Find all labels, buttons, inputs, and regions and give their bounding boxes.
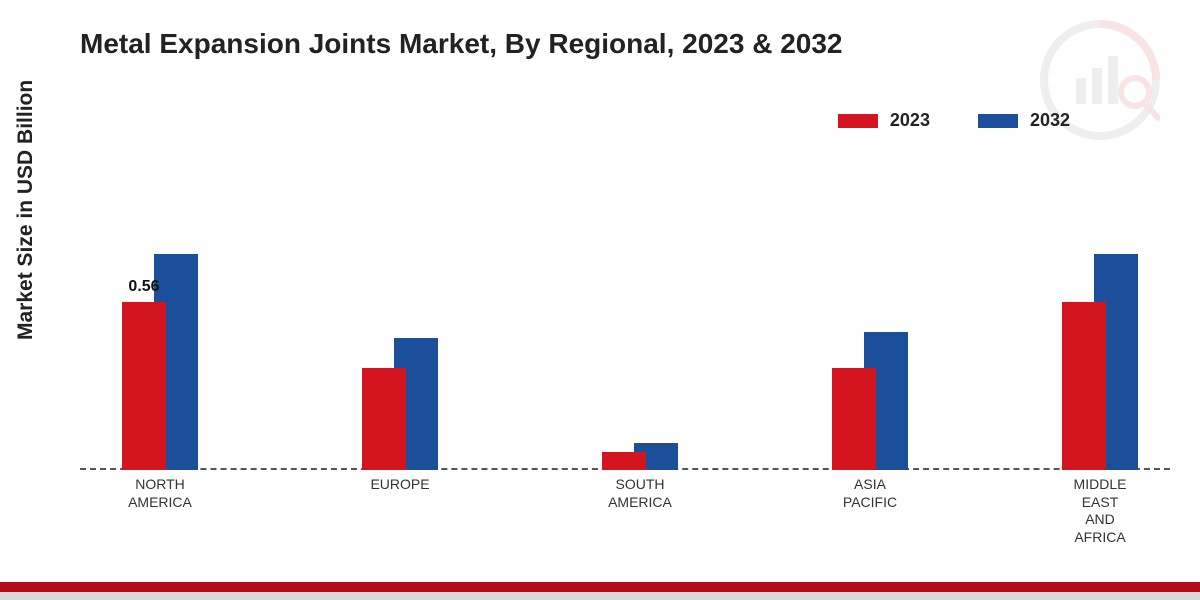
bar-group	[330, 338, 470, 470]
bar-2023	[1062, 302, 1106, 470]
chart-title: Metal Expansion Joints Market, By Region…	[80, 28, 843, 60]
chart-plot-area: 0.56	[80, 170, 1170, 470]
bar-2023	[362, 368, 406, 470]
legend-item-2032: 2032	[978, 110, 1070, 131]
bar-group: 0.56	[90, 254, 230, 470]
bar-group	[570, 443, 710, 470]
legend-item-2023: 2023	[838, 110, 930, 131]
bar-group	[800, 332, 940, 470]
x-tick-label: EUROPE	[330, 476, 470, 494]
legend-label-2023: 2023	[890, 110, 930, 131]
x-tick-label: ASIA PACIFIC	[800, 476, 940, 511]
legend-swatch-2023	[838, 114, 878, 128]
bar-2023: 0.56	[122, 302, 166, 470]
bar-value-label: 0.56	[128, 278, 159, 296]
legend-swatch-2032	[978, 114, 1018, 128]
x-tick-label: MIDDLE EAST AND AFRICA	[1030, 476, 1170, 546]
footer-grey	[0, 592, 1200, 600]
bar-2023	[832, 368, 876, 470]
x-tick-label: SOUTH AMERICA	[570, 476, 710, 511]
legend-label-2032: 2032	[1030, 110, 1070, 131]
bar-2023	[602, 452, 646, 470]
legend: 2023 2032	[838, 110, 1070, 131]
x-axis-labels: NORTH AMERICA EUROPE SOUTH AMERICA ASIA PAC…	[80, 476, 1170, 556]
y-axis-label: Market Size in USD Billion	[14, 80, 38, 340]
bar-group	[1030, 254, 1170, 470]
x-tick-label: NORTH AMERICA	[90, 476, 230, 511]
footer-decoration	[0, 582, 1200, 600]
